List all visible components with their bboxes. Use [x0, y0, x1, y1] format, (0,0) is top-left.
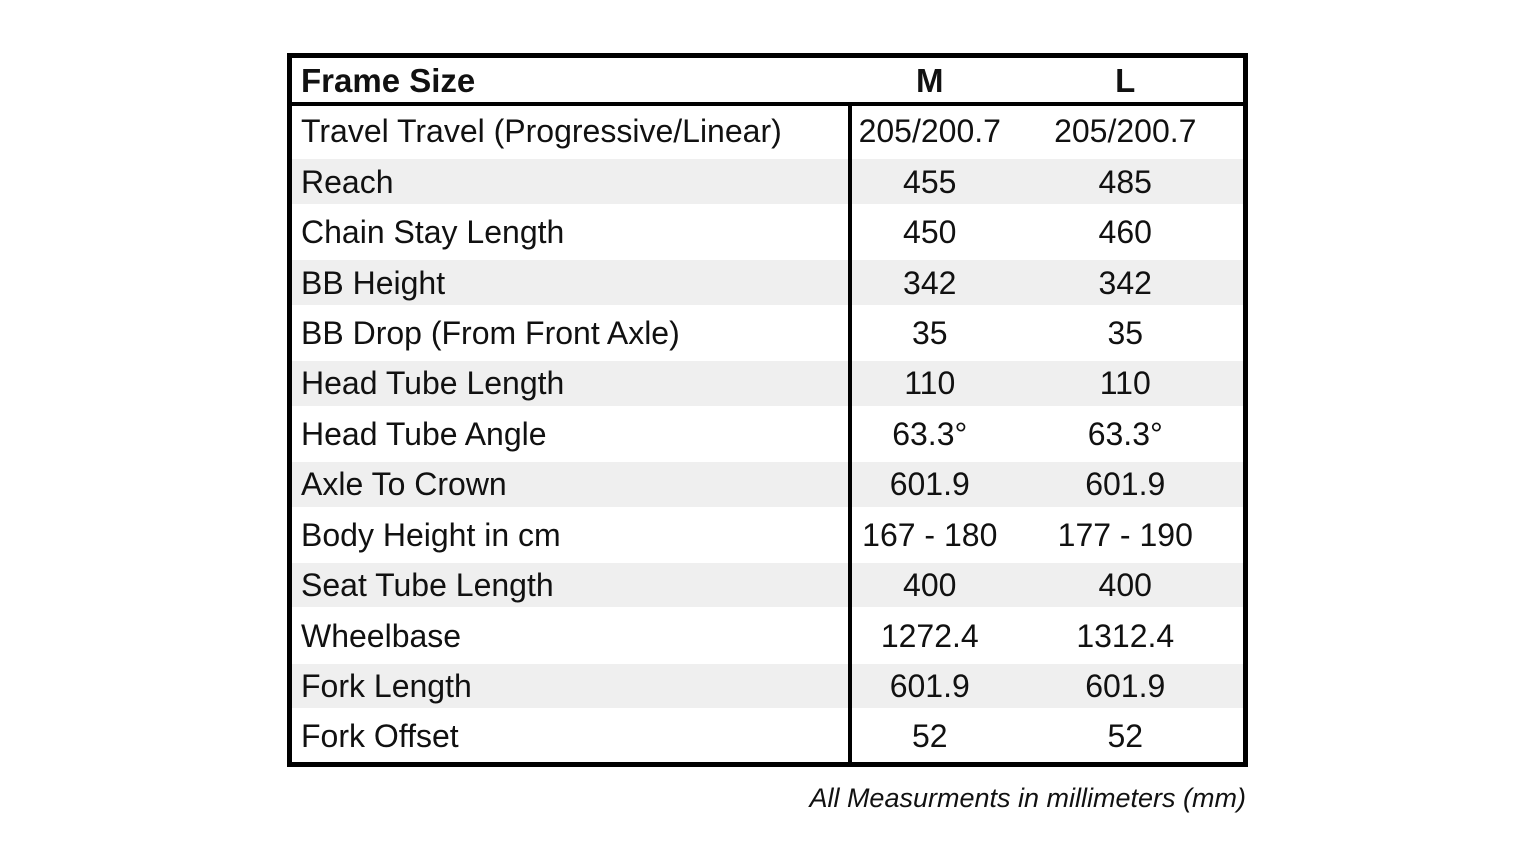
value-l: 601.9: [1085, 668, 1166, 705]
table-row-seat-tube-length: Seat Tube Length 400 400: [292, 559, 1243, 611]
table-row-bb-drop: BB Drop (From Front Axle) 35 35: [292, 307, 1243, 359]
table-row-head-tube-angle: Head Tube Angle 63.3° 63.3°: [292, 408, 1243, 460]
value-m: 110: [904, 365, 956, 402]
row-label: Axle To Crown: [292, 459, 852, 510]
table-row-fork-length: Fork Length 601.9 601.9: [292, 660, 1243, 712]
value-m: 205/200.7: [858, 113, 1001, 150]
value-l: 460: [1098, 214, 1152, 251]
units-footnote: All Measurments in millimeters (mm): [809, 783, 1246, 813]
row-label: Fork Offset: [292, 711, 852, 762]
value-l: 342: [1098, 264, 1152, 301]
value-m: 1272.4: [880, 617, 979, 654]
value-l: 35: [1107, 314, 1144, 351]
row-label: Travel Travel (Progressive/Linear): [292, 106, 852, 157]
value-l: 601.9: [1085, 466, 1166, 503]
row-label: Wheelbase: [292, 610, 852, 661]
value-m: 167 - 180: [862, 516, 998, 553]
row-label: Reach: [292, 156, 852, 207]
value-m: 35: [911, 314, 948, 351]
table-row-travel: Travel Travel (Progressive/Linear) 205/2…: [292, 106, 1243, 157]
value-l: 205/200.7: [1054, 113, 1197, 150]
table-row-reach: Reach 455 485: [292, 156, 1243, 207]
value-l: 63.3°: [1087, 415, 1163, 452]
value-m: 455: [903, 163, 957, 200]
row-label: Head Tube Length: [292, 358, 852, 409]
column-header-frame-size: Frame Size: [301, 61, 476, 99]
table-row-axle-to-crown: Axle To Crown 601.9 601.9: [292, 459, 1243, 510]
column-header-size-m: M: [916, 61, 944, 99]
frame-geometry-table: Frame Size M L Travel Travel (Progressiv…: [287, 53, 1248, 767]
table-header-row: Frame Size M L: [292, 58, 1243, 106]
value-m: 450: [903, 214, 957, 251]
value-m: 342: [903, 264, 957, 301]
row-label: Chain Stay Length: [292, 206, 852, 258]
row-label: BB Height: [292, 257, 852, 308]
table-row-body-height: Body Height in cm 167 - 180 177 - 190: [292, 509, 1243, 560]
table-row-head-tube-length: Head Tube Length 110 110: [292, 358, 1243, 409]
value-l: 1312.4: [1076, 617, 1175, 654]
value-l: 110: [1099, 365, 1151, 402]
value-l: 52: [1107, 718, 1144, 755]
value-m: 601.9: [889, 668, 970, 705]
value-m: 400: [903, 567, 957, 604]
column-header-size-l: L: [1115, 61, 1136, 99]
row-label: Body Height in cm: [292, 509, 852, 560]
value-m: 63.3°: [892, 415, 968, 452]
table-row-fork-offset: Fork Offset 52 52: [292, 711, 1243, 762]
row-label: Seat Tube Length: [292, 559, 852, 611]
value-l: 485: [1098, 163, 1152, 200]
value-l: 177 - 190: [1057, 516, 1193, 553]
value-m: 52: [911, 718, 948, 755]
value-m: 601.9: [889, 466, 970, 503]
table-body: Travel Travel (Progressive/Linear) 205/2…: [292, 106, 1243, 762]
table-row-chain-stay-length: Chain Stay Length 450 460: [292, 206, 1243, 258]
row-label: BB Drop (From Front Axle): [292, 307, 852, 359]
row-label: Head Tube Angle: [292, 408, 852, 460]
value-l: 400: [1098, 567, 1152, 604]
row-label: Fork Length: [292, 660, 852, 712]
table-row-bb-height: BB Height 342 342: [292, 257, 1243, 308]
table-row-wheelbase: Wheelbase 1272.4 1312.4: [292, 610, 1243, 661]
